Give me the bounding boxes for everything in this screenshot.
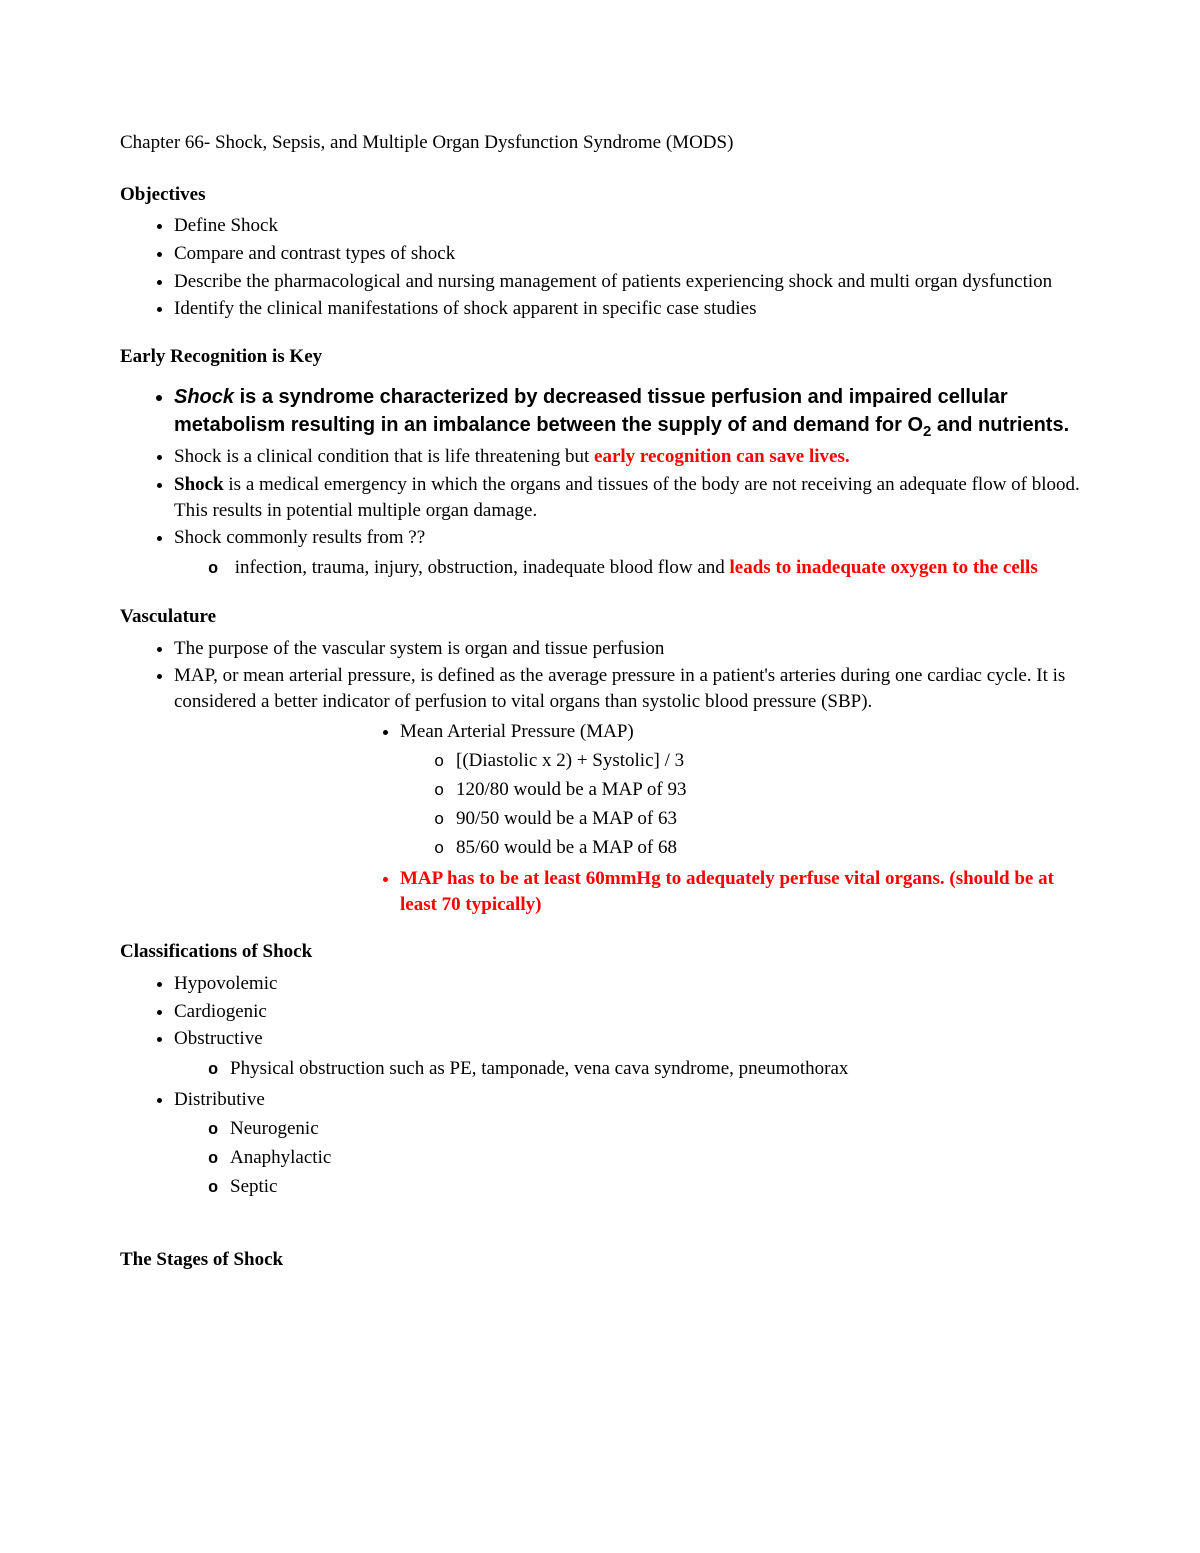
list-item: Cardiogenic bbox=[174, 999, 1080, 1025]
map-label: Mean Arterial Pressure (MAP) bbox=[400, 721, 634, 742]
list-item: Obstructive Physical obstruction such as… bbox=[174, 1026, 1080, 1083]
map-threshold: MAP has to be at least 60mmHg to adequat… bbox=[400, 866, 1080, 917]
list-item: Define Shock bbox=[174, 213, 1080, 239]
text: Distributive bbox=[174, 1089, 265, 1110]
text: is a medical emergency in which the orga… bbox=[174, 474, 1080, 521]
chapter-title: Chapter 66- Shock, Sepsis, and Multiple … bbox=[120, 130, 1080, 156]
early-recognition-heading: Early Recognition is Key bbox=[120, 344, 1080, 370]
list-item: infection, trauma, injury, obstruction, … bbox=[230, 555, 1080, 582]
list-item: Compare and contrast types of shock bbox=[174, 241, 1080, 267]
text: Shock is a clinical condition that is li… bbox=[174, 446, 594, 467]
list-item: Mean Arterial Pressure (MAP) [(Diastolic… bbox=[400, 719, 1080, 862]
sub-list: Neurogenic Anaphylactic Septic bbox=[174, 1116, 1080, 1201]
document-page: Chapter 66- Shock, Sepsis, and Multiple … bbox=[0, 0, 1200, 1333]
classifications-heading: Classifications of Shock bbox=[120, 939, 1080, 965]
def-tail: and nutrients. bbox=[931, 414, 1069, 436]
map-values-list: [(Diastolic x 2) + Systolic] / 3 120/80 … bbox=[400, 748, 1080, 862]
objectives-heading: Objectives bbox=[120, 182, 1080, 208]
list-item: Distributive Neurogenic Anaphylactic Sep… bbox=[174, 1087, 1080, 1201]
list-item: Identify the clinical manifestations of … bbox=[174, 296, 1080, 322]
text: Obstructive bbox=[174, 1028, 263, 1049]
list-item: Shock is a clinical condition that is li… bbox=[174, 444, 1080, 470]
list-item: 90/50 would be a MAP of 63 bbox=[456, 806, 1080, 833]
list-item: Anaphylactic bbox=[230, 1145, 1080, 1172]
classifications-list: Hypovolemic Cardiogenic Obstructive Phys… bbox=[120, 971, 1080, 1201]
objectives-list: Define Shock Compare and contrast types … bbox=[120, 213, 1080, 322]
shock-word: Shock bbox=[174, 386, 234, 408]
sub-list: infection, trauma, injury, obstruction, … bbox=[174, 555, 1080, 582]
stages-heading: The Stages of Shock bbox=[120, 1247, 1080, 1273]
vasculature-list: The purpose of the vascular system is or… bbox=[120, 636, 1080, 715]
list-item: 85/60 would be a MAP of 68 bbox=[456, 835, 1080, 862]
list-item: Hypovolemic bbox=[174, 971, 1080, 997]
list-item: The purpose of the vascular system is or… bbox=[174, 636, 1080, 662]
shock-definition: Shock is a syndrome characterized by dec… bbox=[174, 383, 1080, 442]
map-list: Mean Arterial Pressure (MAP) [(Diastolic… bbox=[120, 719, 1080, 918]
list-item: MAP, or mean arterial pressure, is defin… bbox=[174, 663, 1080, 714]
highlight-text: leads to inadequate oxygen to the cells bbox=[730, 557, 1038, 578]
def-text: is a syndrome characterized by decreased… bbox=[174, 386, 1008, 436]
list-item: Describe the pharmacological and nursing… bbox=[174, 269, 1080, 295]
vasculature-heading: Vasculature bbox=[120, 604, 1080, 630]
early-recognition-list: Shock is a syndrome characterized by dec… bbox=[120, 383, 1080, 582]
sub-list: Physical obstruction such as PE, tampona… bbox=[174, 1056, 1080, 1083]
shock-word: Shock bbox=[174, 474, 224, 495]
list-item: Shock is a medical emergency in which th… bbox=[174, 472, 1080, 523]
list-item: Septic bbox=[230, 1174, 1080, 1201]
list-item: Physical obstruction such as PE, tampona… bbox=[230, 1056, 1080, 1083]
list-item: 120/80 would be a MAP of 93 bbox=[456, 777, 1080, 804]
list-item: Shock commonly results from ?? infection… bbox=[174, 525, 1080, 582]
list-item: [(Diastolic x 2) + Systolic] / 3 bbox=[456, 748, 1080, 775]
list-item: Neurogenic bbox=[230, 1116, 1080, 1143]
highlight-text: early recognition can save lives. bbox=[594, 446, 850, 467]
text: infection, trauma, injury, obstruction, … bbox=[235, 557, 730, 578]
text: Shock commonly results from ?? bbox=[174, 527, 425, 548]
